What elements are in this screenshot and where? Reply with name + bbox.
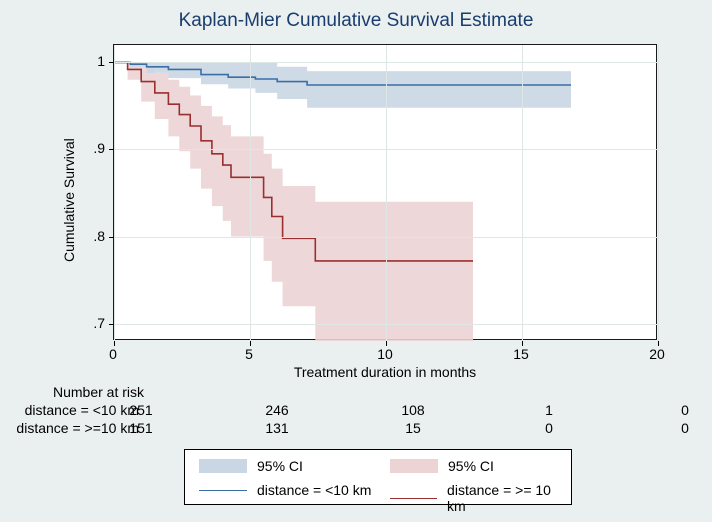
legend-item: distance = >= 10 km — [390, 482, 571, 514]
legend-label: distance = >= 10 km — [447, 482, 571, 514]
risk-table-header: Number at risk — [53, 384, 144, 400]
xtick-label: 20 — [642, 346, 672, 362]
risk-cell: 131 — [247, 420, 307, 436]
legend-swatch — [390, 459, 438, 473]
legend-line — [199, 490, 247, 491]
risk-cell: 246 — [247, 402, 307, 418]
xtick-label: 0 — [98, 346, 128, 362]
gridline-x — [522, 45, 523, 341]
legend-item: 95% CI — [199, 458, 303, 474]
y-axis-label: Cumulative Survival — [61, 138, 77, 262]
risk-cell: 0 — [655, 402, 712, 418]
legend-box: 95% CI95% CIdistance = <10 kmdistance = … — [184, 449, 572, 505]
legend-label: distance = <10 km — [257, 482, 371, 498]
chart-title: Kaplan-Mier Cumulative Survival Estimate — [0, 10, 712, 32]
xtick-label: 15 — [506, 346, 536, 362]
xtick-label: 10 — [370, 346, 400, 362]
plot-area — [113, 44, 657, 340]
gridline-x — [658, 45, 659, 341]
risk-cell: 108 — [383, 402, 443, 418]
risk-cell: 15 — [383, 420, 443, 436]
km-figure: Kaplan-Mier Cumulative Survival Estimate… — [0, 0, 712, 522]
ytick-label: .8 — [77, 228, 105, 244]
ytick-label: 1 — [77, 53, 105, 69]
xtick-label: 5 — [234, 346, 264, 362]
gridline-x — [114, 45, 115, 341]
legend-label: 95% CI — [448, 458, 494, 474]
ytick-label: .9 — [77, 140, 105, 156]
risk-cell: 251 — [111, 402, 171, 418]
risk-cell: 0 — [519, 420, 579, 436]
gridline-x — [250, 45, 251, 341]
legend-item: distance = <10 km — [199, 482, 371, 498]
legend-item: 95% CI — [390, 458, 494, 474]
risk-cell: 1 — [519, 402, 579, 418]
legend-label: 95% CI — [257, 458, 303, 474]
risk-cell: 0 — [655, 420, 712, 436]
risk-cell: 151 — [111, 420, 171, 436]
ytick-label: .7 — [77, 315, 105, 331]
legend-line — [390, 498, 437, 499]
x-axis-label: Treatment duration in months — [113, 364, 657, 380]
gridline-x — [386, 45, 387, 341]
legend-swatch — [199, 459, 247, 473]
